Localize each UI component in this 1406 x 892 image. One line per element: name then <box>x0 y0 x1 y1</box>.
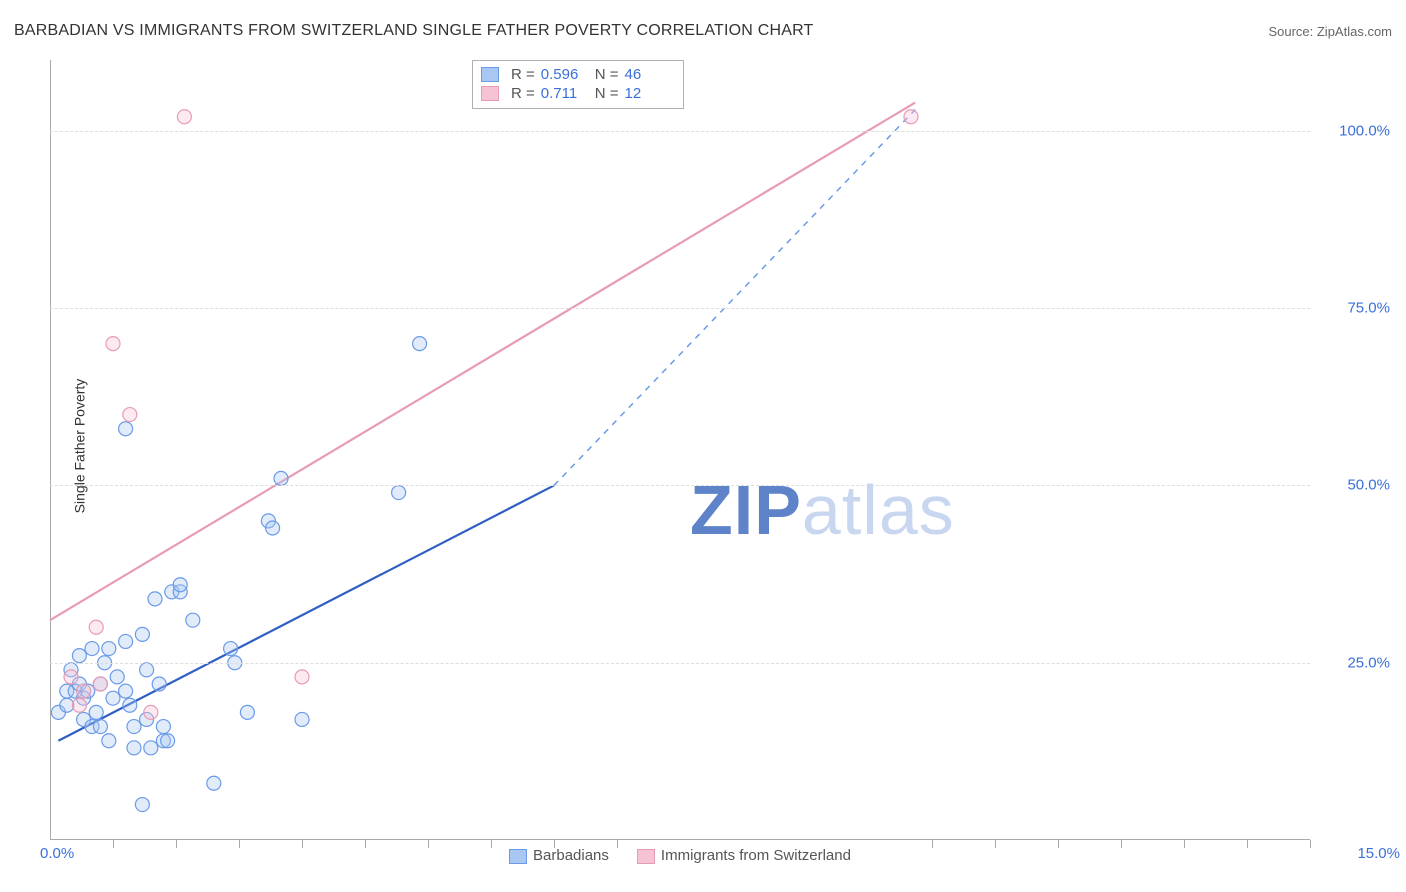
swatch-barbadians-icon <box>509 849 527 864</box>
chart-container: BARBADIAN VS IMMIGRANTS FROM SWITZERLAND… <box>0 0 1406 892</box>
swatch-switzerland <box>481 86 499 101</box>
legend-label-switzerland: Immigrants from Switzerland <box>661 847 851 864</box>
legend-item-switzerland: Immigrants from Switzerland <box>637 847 851 864</box>
swatch-barbadians <box>481 67 499 82</box>
legend-item-barbadians: Barbadians <box>509 847 609 864</box>
r-prefix: R = <box>511 66 535 83</box>
n-prefix: N = <box>595 66 619 83</box>
series-legend: Barbadians Immigrants from Switzerland <box>50 847 1310 864</box>
r-value-barbadians: 0.596 <box>541 66 589 83</box>
chart-title: BARBADIAN VS IMMIGRANTS FROM SWITZERLAND… <box>14 22 814 40</box>
source-label: Source: ZipAtlas.com <box>1268 24 1392 39</box>
n-prefix: N = <box>595 85 619 102</box>
n-value-switzerland: 12 <box>625 85 673 102</box>
legend-row-switzerland: R = 0.711 N = 12 <box>481 84 673 103</box>
correlation-legend: R = 0.596 N = 46 R = 0.711 N = 12 <box>472 60 684 109</box>
x-max-label: 15.0% <box>1357 845 1400 862</box>
legend-row-barbadians: R = 0.596 N = 46 <box>481 65 673 84</box>
r-value-switzerland: 0.711 <box>541 85 589 102</box>
header: BARBADIAN VS IMMIGRANTS FROM SWITZERLAND… <box>14 22 1392 40</box>
r-prefix: R = <box>511 85 535 102</box>
n-value-barbadians: 46 <box>625 66 673 83</box>
plot-area: 25.0%50.0%75.0%100.0% ZIPatlas <box>50 60 1310 840</box>
scatter-svg <box>50 60 1310 840</box>
plot: 25.0%50.0%75.0%100.0% <box>50 60 1310 840</box>
swatch-switzerland-icon <box>637 849 655 864</box>
legend-label-barbadians: Barbadians <box>533 847 609 864</box>
